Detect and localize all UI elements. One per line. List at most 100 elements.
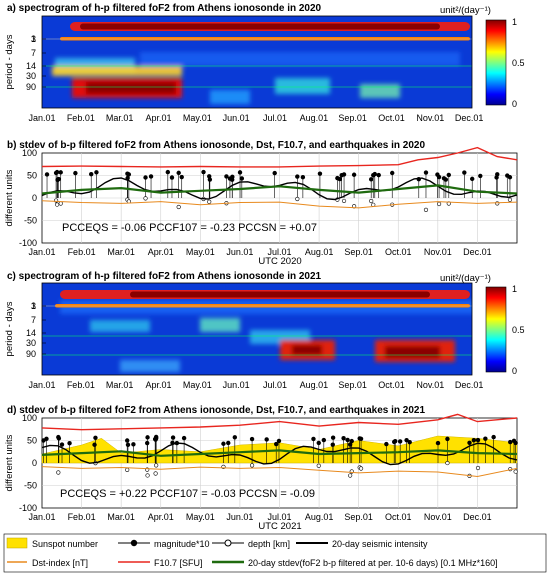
x-tick-label: Nov.01 [416, 113, 444, 123]
quake-magnitude-point [372, 171, 377, 177]
legend-magnitude-marker [130, 539, 138, 547]
panel-d-yticks: 100 50 0 -50 -100 [19, 413, 37, 513]
colorbar-tick-label: 0.5 [512, 58, 525, 68]
y-tick-label: -50 [24, 216, 37, 226]
panel-d-xticks: Jan.01 Feb.01 Mar.01 Apr.01 May.01 Jun.01 Jul.… [28, 512, 491, 522]
quake-magnitude-point [507, 175, 513, 180]
y-tick-label: 3 [31, 301, 36, 311]
quake-depth-point [507, 197, 513, 202]
f107-line [41, 413, 518, 431]
quake-magnitude-point [179, 174, 184, 180]
quake-depth-point [153, 471, 158, 476]
quake-magnitude-point [351, 172, 357, 177]
y-tick-label: 0 [32, 193, 37, 203]
panel-d-annotation: PCCEQS = +0.22 PCCF107 = -0.03 PCCSN = -… [60, 488, 315, 500]
legend: Sunspot number magnitude*10 depth [km] 2… [3, 533, 547, 573]
x-tick-label: Sep.01 [344, 512, 373, 522]
quake-magnitude-point [341, 172, 347, 177]
quake-magnitude-point [470, 176, 475, 182]
quake-magnitude-point [59, 442, 65, 447]
x-tick-label: Nov.01 [416, 380, 444, 390]
panel-d-ylabel: different units [4, 434, 15, 491]
quake-magnitude-point [232, 435, 238, 440]
y-tick-label: 14 [26, 328, 36, 338]
x-tick-label: Feb.01 [67, 380, 95, 390]
y-tick-label: 50 [27, 171, 37, 181]
y-tick-label: 0 [32, 458, 37, 468]
quake-magnitude-point [330, 435, 336, 440]
quake-magnitude-point [390, 170, 395, 176]
legend-f107-label: F10.7 [SFU] [154, 558, 203, 568]
x-tick-label: Apr.01 [148, 247, 174, 257]
quake-magnitude-point [224, 174, 229, 179]
x-tick-label: Jan.01 [28, 247, 55, 257]
quake-magnitude-point [165, 169, 171, 175]
quake-magnitude-point [264, 437, 269, 442]
quake-magnitude-point [131, 442, 136, 447]
x-tick-label: Feb.01 [68, 247, 96, 257]
x-tick-label: May.01 [186, 512, 215, 522]
dst-line [41, 466, 518, 478]
quake-magnitude-point [475, 437, 481, 443]
quake-magnitude-point [435, 172, 440, 177]
legend-depth-marker [224, 539, 232, 547]
quake-depth-point [445, 460, 450, 466]
x-tick-label: Jun.01 [226, 512, 253, 522]
quake-depth-point [154, 463, 159, 468]
quake-depth-point [56, 470, 61, 475]
panel-c-colorbar-label: unit²/(day⁻¹) [440, 273, 491, 284]
quake-magnitude-point [345, 437, 350, 443]
quake-depth-point [348, 473, 353, 478]
x-tick-label: Mar.01 [106, 380, 134, 390]
quake-depth-point [475, 465, 481, 471]
panel-a-heatmap [52, 22, 470, 104]
quake-magnitude-point [73, 170, 78, 176]
quake-magnitude-point [148, 174, 154, 179]
quake-magnitude-point [491, 434, 496, 440]
x-tick-label: Dec.01 [463, 512, 492, 522]
quake-magnitude-point [201, 169, 206, 175]
y-tick-label: 50 [27, 436, 37, 446]
quake-magnitude-point [181, 435, 187, 441]
legend-seismic-label: 20-day seismic intensity [332, 539, 428, 549]
quake-magnitude-point [230, 174, 235, 180]
quake-magnitude-point [145, 435, 150, 440]
x-tick-label: Feb.01 [68, 512, 96, 522]
panel-b-grid [42, 153, 517, 243]
quake-magnitude-point [125, 442, 131, 448]
quake-magnitude-point [56, 176, 61, 182]
dst-line [41, 200, 518, 209]
quake-magnitude-point [145, 440, 150, 446]
colorbar-tick-label: 0 [512, 366, 517, 376]
quake-magnitude-point [337, 176, 342, 182]
quake-magnitude-point [54, 169, 60, 175]
panel-a-ylabel: period - days [4, 34, 15, 89]
quake-magnitude-point [249, 436, 255, 442]
y-tick-label: -100 [19, 238, 37, 248]
quake-magnitude-point [407, 439, 412, 445]
stdev-line [41, 184, 518, 195]
quake-magnitude-point [384, 441, 389, 447]
panel-d-title: d) stdev of b-p filtered foF2 from Athen… [7, 405, 425, 416]
x-tick-label: Feb.01 [67, 113, 95, 123]
quake-depth-point [495, 201, 500, 206]
quake-magnitude-point [511, 438, 517, 443]
x-tick-label: May.01 [186, 247, 215, 257]
quake-depth-point [207, 199, 212, 204]
x-tick-label: Sep.01 [338, 113, 367, 123]
quake-depth-point [58, 201, 63, 206]
x-tick-label: Dec.01 [463, 247, 492, 257]
quake-magnitude-point [341, 436, 346, 441]
quake-depth-point [341, 198, 347, 204]
quake-magnitude-point [368, 177, 374, 182]
x-tick-label: Aug.01 [300, 113, 329, 123]
quake-magnitude-point [89, 171, 94, 177]
quake-magnitude-point [67, 441, 72, 446]
quake-magnitude-point [126, 172, 132, 177]
x-tick-label: May.01 [183, 113, 212, 123]
y-tick-label: 1 [31, 34, 36, 44]
x-tick-label: Sep.01 [338, 380, 367, 390]
quake-depth-point [176, 204, 181, 210]
quake-magnitude-point [237, 170, 243, 175]
x-tick-label: Nov.01 [424, 512, 452, 522]
